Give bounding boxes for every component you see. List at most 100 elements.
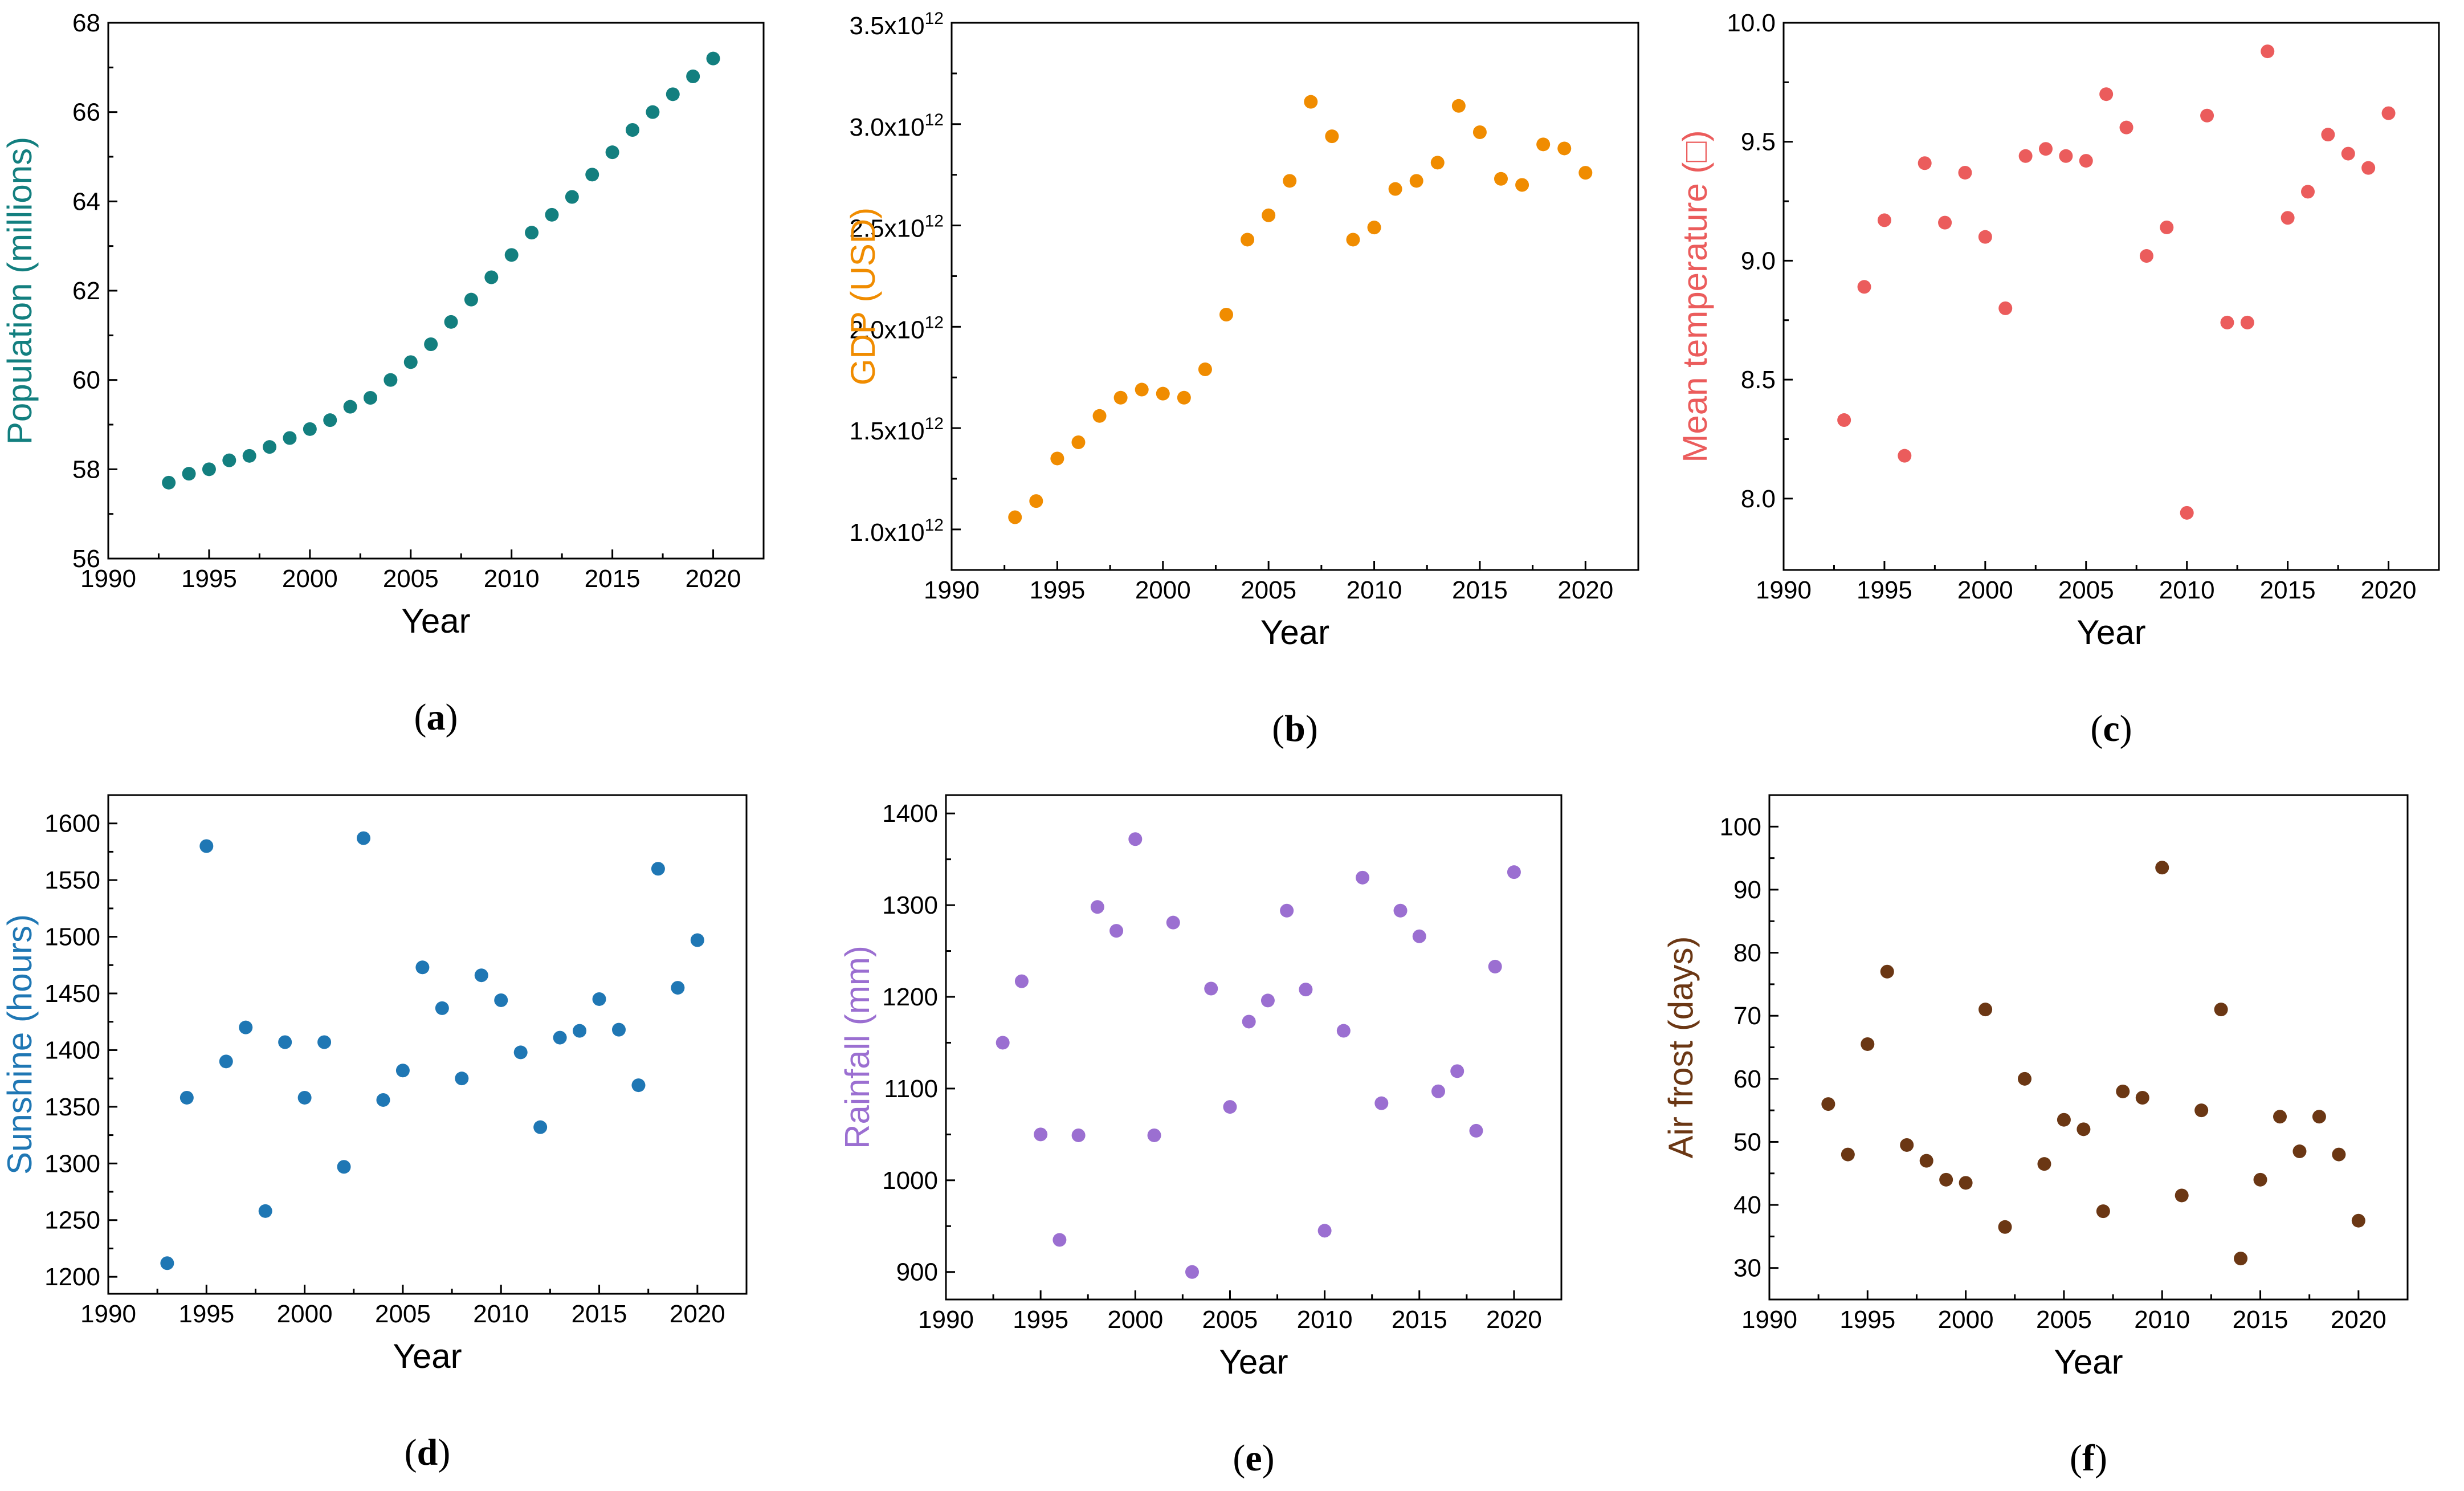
chart-panel-b: 1990 1995 2000 2005 2010 2015 20201.0x10121.5x… <box>844 9 1639 749</box>
x-tick-label: 2000 <box>1107 1306 1163 1334</box>
data-point <box>278 1035 292 1049</box>
y-tick-label: 1350 <box>44 1093 100 1121</box>
x-tick-label: 1990 <box>80 1300 136 1328</box>
data-point <box>1578 166 1593 180</box>
data-point <box>605 145 619 160</box>
data-point <box>474 968 488 983</box>
data-point <box>1262 208 1276 222</box>
data-point <box>2160 220 2174 234</box>
data-point <box>337 1160 351 1174</box>
x-tick-label: 1995 <box>1029 576 1085 604</box>
data-point <box>2039 142 2053 156</box>
data-point <box>1978 1003 1993 1017</box>
data-point <box>2077 1122 2091 1136</box>
plot-frame <box>945 794 1563 1301</box>
plot-frame <box>1782 22 2440 571</box>
panel-letter: e <box>1245 1437 1262 1479</box>
x-axis-label: Year <box>2054 1343 2123 1381</box>
y-tick-label: 8.0 <box>1741 485 1776 513</box>
data-point <box>1918 156 1932 170</box>
x-tick-label: 2000 <box>1938 1306 1994 1334</box>
y-tick-label: 8.5 <box>1741 366 1776 394</box>
data-point <box>2312 1110 2326 1124</box>
panel-label: (e) <box>1233 1437 1274 1479</box>
y-tick-label: 1600 <box>44 810 100 838</box>
data-point <box>2332 1147 2346 1162</box>
data-point <box>1260 993 1275 1008</box>
data-point <box>671 981 685 995</box>
data-point <box>1557 141 1572 156</box>
data-point <box>297 1090 312 1105</box>
data-point <box>1880 964 1894 979</box>
data-point <box>1198 362 1212 376</box>
data-point <box>1515 178 1529 192</box>
data-point <box>1223 1100 1237 1114</box>
y-tick-label: 60 <box>1733 1065 1761 1093</box>
y-tick-mantissa: 2.0x10 <box>850 316 925 344</box>
data-point <box>1393 903 1408 918</box>
y-tick-exponent: 12 <box>925 111 944 129</box>
y-tick-label: 1450 <box>44 980 100 1008</box>
y-tick-label: 60 <box>72 366 100 394</box>
data-point <box>2099 87 2114 101</box>
x-tick-label: 2005 <box>375 1300 431 1328</box>
data-point <box>484 270 499 284</box>
data-point <box>357 831 370 845</box>
data-point <box>258 1204 272 1218</box>
y-tick-mantissa: 3.0x10 <box>850 113 925 141</box>
data-point <box>651 862 665 876</box>
plot-frame <box>107 794 748 1295</box>
data-point <box>1135 382 1149 397</box>
data-point <box>585 168 599 182</box>
data-point <box>1959 1176 1973 1190</box>
y-tick-mantissa: 2.5x10 <box>850 215 925 243</box>
y-tick-label: 1200 <box>44 1263 100 1291</box>
data-point <box>1166 915 1180 930</box>
x-tick-label: 2015 <box>2233 1306 2288 1334</box>
y-tick-label: 56 <box>72 545 100 573</box>
x-tick-label: 1990 <box>1741 1306 1797 1334</box>
data-point <box>504 248 519 262</box>
data-point <box>415 960 430 975</box>
y-axis-label: Air frost (days) <box>1662 936 1700 1158</box>
x-tick-label: 1995 <box>181 565 237 593</box>
y-tick-mantissa: 1.0x10 <box>850 519 925 547</box>
y-tick-label: 3.0x1012 <box>850 111 944 141</box>
panel-letter: c <box>2103 708 2119 749</box>
y-tick-exponent: 12 <box>925 516 944 535</box>
data-point <box>2292 1144 2307 1159</box>
y-tick-label: 40 <box>1733 1191 1761 1219</box>
data-point <box>690 933 704 947</box>
y-tick-label: 2.5x1012 <box>850 212 944 243</box>
x-tick-label: 2020 <box>686 565 741 593</box>
data-point <box>533 1120 548 1134</box>
panel-paren-open: ( <box>1272 708 1284 749</box>
panel-paren-open: ( <box>2090 708 2103 749</box>
data-point <box>1071 435 1086 449</box>
y-tick-label: 66 <box>72 99 100 127</box>
data-point <box>2341 146 2355 161</box>
data-point <box>2351 1213 2365 1228</box>
data-point <box>2200 108 2214 123</box>
x-axis-label: Year <box>1260 613 1329 651</box>
data-point <box>2361 161 2376 175</box>
y-tick-label: 30 <box>1733 1254 1761 1282</box>
data-point <box>182 467 196 481</box>
data-point <box>646 105 660 119</box>
y-tick-label: 68 <box>72 9 100 37</box>
panel-letter: b <box>1284 708 1306 749</box>
data-point <box>631 1078 646 1093</box>
data-point <box>1900 1138 1914 1152</box>
x-axis-label: Year <box>1219 1343 1288 1381</box>
x-tick-label: 1990 <box>1756 576 1812 604</box>
y-tick-label: 1.5x1012 <box>850 414 944 445</box>
data-point <box>1050 451 1064 466</box>
data-point <box>222 453 236 467</box>
data-point <box>2116 1084 2130 1098</box>
data-point <box>2321 128 2335 142</box>
data-point <box>1821 1097 1835 1111</box>
data-point <box>706 51 720 66</box>
data-point <box>2273 1110 2287 1124</box>
panel-paren-close: ) <box>2095 1437 2107 1479</box>
y-tick-label: 100 <box>1720 813 1761 841</box>
